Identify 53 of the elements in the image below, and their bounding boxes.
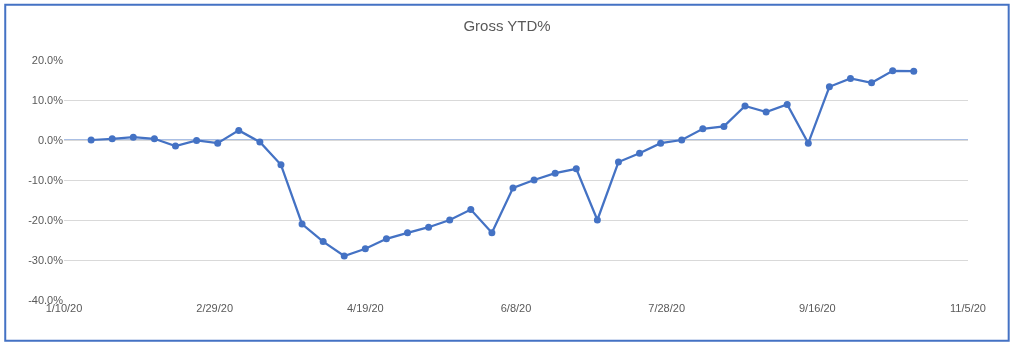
y-tick-label: 0.0% <box>37 133 64 146</box>
point <box>657 139 665 147</box>
point <box>530 176 538 184</box>
point <box>825 83 833 91</box>
point <box>678 136 686 144</box>
point <box>467 206 475 214</box>
point <box>298 220 306 228</box>
point <box>214 139 222 147</box>
y-tick-label: -10.0% <box>28 173 64 186</box>
point <box>193 136 201 144</box>
point <box>551 169 559 177</box>
point <box>804 139 812 147</box>
point <box>699 125 707 133</box>
point <box>277 161 285 169</box>
point <box>382 235 390 243</box>
point <box>425 223 433 231</box>
point <box>446 216 454 224</box>
x-tick-label: 9/16/20 <box>798 302 836 314</box>
point <box>868 79 876 87</box>
point <box>783 100 791 108</box>
x-tick-label: 7/28/20 <box>648 302 686 314</box>
point <box>319 238 327 246</box>
point <box>404 229 412 237</box>
point <box>593 216 601 224</box>
x-tick-label: 4/19/20 <box>346 302 384 314</box>
point <box>87 136 95 144</box>
point <box>509 184 517 192</box>
y-tick-label: 10.0% <box>31 93 64 106</box>
x-tick-label: 11/5/20 <box>950 302 986 314</box>
y-tick-label: 20.0% <box>31 53 64 66</box>
point <box>636 149 644 157</box>
point <box>340 252 348 260</box>
y-tick-label: -20.0% <box>28 213 64 226</box>
x-tick-label: 2/29/20 <box>196 302 234 314</box>
point <box>488 229 496 237</box>
point <box>129 133 137 141</box>
point <box>108 135 116 143</box>
point <box>762 108 770 116</box>
point <box>256 138 264 146</box>
y-tick-label: -30.0% <box>28 253 64 266</box>
point <box>720 122 728 130</box>
point <box>741 102 749 110</box>
point <box>889 67 897 75</box>
point <box>846 74 854 82</box>
x-tick-label: 6/8/20 <box>500 302 532 314</box>
point <box>572 165 580 173</box>
point <box>910 67 918 75</box>
chart-title: Gross YTD% <box>463 17 551 35</box>
point <box>614 158 622 166</box>
point <box>171 142 179 150</box>
point <box>361 245 369 253</box>
point <box>235 126 243 134</box>
point <box>150 135 158 143</box>
